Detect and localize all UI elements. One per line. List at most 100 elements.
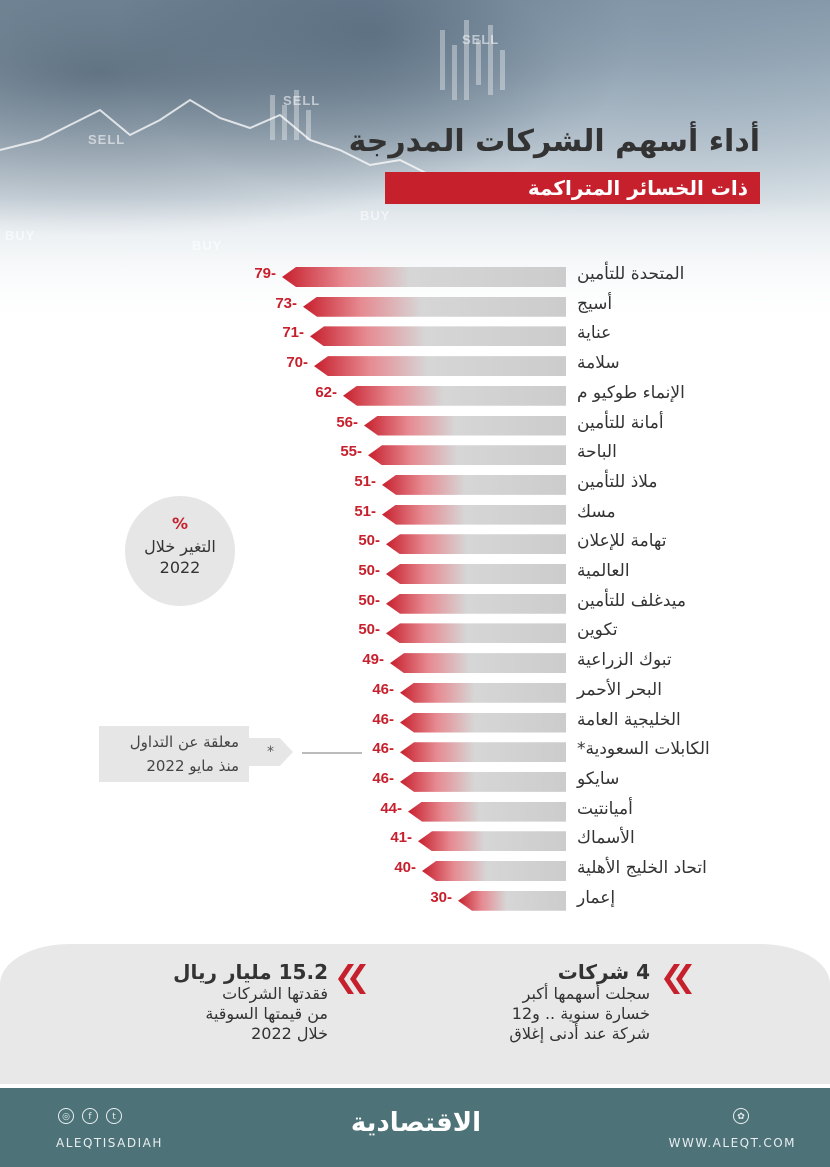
chart-row: 49- تبوك الزراعية <box>0 648 830 678</box>
stat-market-value: 15.2 مليار ريال فقدتها الشركات من قيمتها… <box>118 960 328 1044</box>
stat-line: سجلت أسهمها أكبر <box>522 984 650 1003</box>
chart-row: 79- المتحدة للتأمين <box>0 262 830 292</box>
chart-bar <box>390 653 566 674</box>
bar-value-label: 46- <box>372 769 394 787</box>
bar-value-label: 73- <box>275 294 297 312</box>
chart-bar <box>400 771 566 792</box>
company-label: عناية <box>577 323 612 344</box>
chart-bar <box>368 445 566 466</box>
footer: ◎ f t ALEQTISADIAH الاقتصادية ✿ WWW.ALEQ… <box>0 1088 830 1167</box>
bar-value-label: 50- <box>358 591 380 609</box>
chart-bar <box>418 831 566 852</box>
social-handle[interactable]: ALEQTISADIAH <box>56 1136 163 1150</box>
company-label: مسك <box>577 501 616 522</box>
stat-line: شركة عند أدنى إغلاق <box>509 1024 650 1043</box>
bar-value-label: 50- <box>358 562 380 579</box>
facebook-icon[interactable]: f <box>82 1108 98 1124</box>
chart-bar <box>314 356 566 377</box>
legend-percent: % <box>171 514 189 533</box>
page-subtitle: ذات الخسائر المتراكمة <box>385 172 760 204</box>
hero-word: SELL <box>462 32 500 47</box>
stat-line: خسارة سنوية .. و12 <box>511 1004 650 1023</box>
company-label: إعمار <box>577 887 616 908</box>
company-label: سلامة <box>577 353 620 374</box>
note-connector <box>302 752 362 754</box>
note-line-2: منذ مايو 2022 <box>146 757 239 775</box>
hero-word: BUY <box>360 208 391 223</box>
company-label: سايكو <box>577 768 620 789</box>
bar-value-label: 40- <box>394 859 416 876</box>
chart-row: 46- الكابلات السعودية* <box>0 737 830 767</box>
bar-value-label: 46- <box>372 680 394 698</box>
bar-value-label: 44- <box>380 799 402 817</box>
chart-bar <box>386 593 566 614</box>
company-label: الإنماء طوكيو م <box>577 382 685 403</box>
legend-year: 2022 <box>159 558 201 577</box>
stats-panel <box>0 944 830 1084</box>
chart-bar <box>422 861 566 881</box>
company-label: أمانة للتأمين <box>577 412 664 433</box>
brand-logo: الاقتصادية <box>350 1108 482 1138</box>
bar-value-label: 51- <box>354 502 376 520</box>
chart-bar <box>408 801 566 822</box>
chart-bar <box>400 682 566 703</box>
chart-row: 62- الإنماء طوكيو م <box>0 381 830 411</box>
chart-row: 44- أميانتيت <box>0 797 830 827</box>
chart-row: 46- الخليجية العامة <box>0 708 830 738</box>
chart-bar <box>386 564 566 584</box>
website-link[interactable]: WWW.ALEQT.COM <box>668 1136 796 1150</box>
company-label: الخليجية العامة <box>577 709 681 730</box>
stat-market-value-head: 15.2 مليار ريال <box>173 960 328 984</box>
suspension-note: معلقة عن التداول منذ مايو 2022 <box>99 726 249 782</box>
note-line-1: معلقة عن التداول <box>129 733 239 751</box>
hero-word: BUY <box>5 228 36 243</box>
company-label: تكوين <box>577 620 618 641</box>
chart-row: 51- مسك <box>0 500 830 530</box>
company-label: تبوك الزراعية <box>577 650 672 671</box>
chart-row: 71- عناية <box>0 321 830 351</box>
company-label: ميدغلف للتأمين <box>577 590 686 611</box>
chart-row: 46- البحر الأحمر <box>0 678 830 708</box>
company-label: أميانتيت <box>577 798 633 819</box>
company-label: اتحاد الخليج الأهلية <box>577 858 707 878</box>
chart-row: 55- الباحة <box>0 440 830 470</box>
chart-bar <box>400 742 566 763</box>
company-label: ملاذ للتأمين <box>577 471 658 492</box>
company-label: الكابلات السعودية* <box>577 739 710 760</box>
stat-line: من قيمتها السوقية <box>205 1004 328 1023</box>
chart-bar <box>282 267 566 287</box>
page-title: أداء أسهم الشركات المدرجة <box>348 124 760 159</box>
hero-chart-graphic <box>0 20 505 176</box>
chart-bar <box>386 534 566 555</box>
chart-row: 50- تكوين <box>0 618 830 648</box>
bar-value-label: 56- <box>336 413 358 431</box>
chart-bar <box>400 712 566 733</box>
bar-value-label: 50- <box>358 621 380 639</box>
hero-word: SELL <box>283 93 321 108</box>
stat-companies-head: 4 شركات <box>557 960 650 984</box>
chart-row: 51- ملاذ للتأمين <box>0 470 830 500</box>
chart-row: 40- اتحاد الخليج الأهلية <box>0 856 830 886</box>
bar-value-label: 49- <box>362 651 384 669</box>
chart-row: 50- العالمية <box>0 559 830 589</box>
globe-icon: ✿ <box>733 1108 749 1124</box>
chart-row: 41- الأسماك <box>0 826 830 856</box>
twitter-icon[interactable]: t <box>106 1108 122 1124</box>
stat-line: فقدتها الشركات <box>222 984 328 1003</box>
company-label: البحر الأحمر <box>577 679 662 700</box>
bar-value-label: 79- <box>254 265 276 282</box>
legend-label: التغير خلال <box>144 537 216 556</box>
bar-value-label: 71- <box>282 324 304 342</box>
chart-row: 73- أسيج <box>0 292 830 322</box>
bar-value-label: 46- <box>372 710 394 728</box>
chart-bar <box>458 890 566 911</box>
bar-value-label: 51- <box>354 472 376 490</box>
company-label: تهامة للإعلان <box>577 531 667 552</box>
instagram-icon[interactable]: ◎ <box>58 1108 74 1124</box>
company-label: المتحدة للتأمين <box>577 264 685 284</box>
chevron-left-icon <box>664 964 692 994</box>
hero-word: BUY <box>192 238 223 253</box>
legend-circle: % التغير خلال 2022 <box>125 496 235 606</box>
chart-bar <box>303 296 566 317</box>
chart-row: 50- ميدغلف للتأمين <box>0 589 830 619</box>
